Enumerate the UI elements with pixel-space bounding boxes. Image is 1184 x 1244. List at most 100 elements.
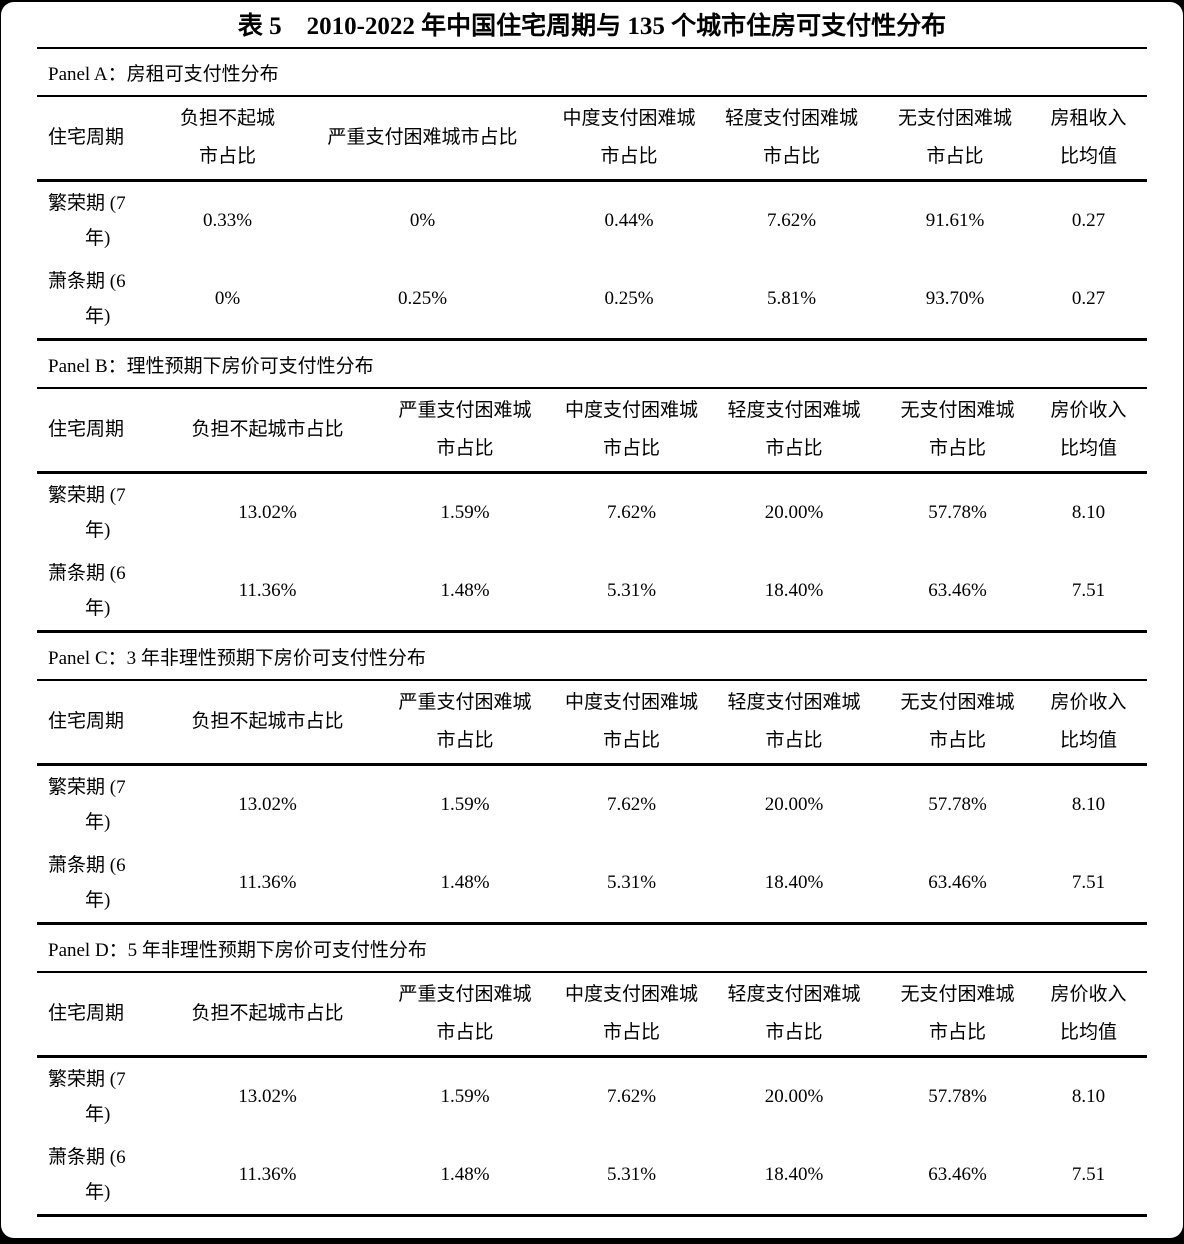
column-header-unaffordable: 负担不起城市占比 bbox=[165, 972, 370, 1058]
table-row: 萧条期 (6 年) 11.36% 1.48% 5.31% 18.40% 63.46… bbox=[37, 552, 1147, 630]
column-header-none: 无支付困难城 市占比 bbox=[885, 680, 1030, 766]
column-header-cycle: 住宅周期 bbox=[37, 96, 165, 182]
cell-value: 7.62% bbox=[606, 1086, 657, 1107]
cell-value: 8.10 bbox=[1071, 1086, 1106, 1107]
cell-value: 1.59% bbox=[440, 502, 490, 523]
cell-value: 7.51 bbox=[1030, 1136, 1148, 1217]
row-label: 繁荣期 (7 年) bbox=[48, 1069, 126, 1125]
panel-c-header-row: 住宅周期 负担不起城市占比 严重支付困难城 市占比 中度支付困难城 市占比 轻度支付… bbox=[37, 680, 1148, 766]
cell-value: 20.00% bbox=[764, 502, 824, 523]
cell-value: 20.00% bbox=[764, 794, 824, 815]
cell-value: 57.78% bbox=[928, 794, 987, 815]
row-label: 繁荣期 (7 年) bbox=[48, 485, 126, 541]
cell-value: 0.33% bbox=[202, 210, 253, 231]
cell-value: 7.51 bbox=[1071, 872, 1106, 893]
column-header-cycle: 住宅周期 bbox=[37, 680, 165, 766]
table-row: 繁荣期 (7 年) 13.02% 1.59% 7.62% 20.00% 57.78… bbox=[37, 765, 1147, 845]
row-label: 繁荣期 (7 年) bbox=[48, 777, 126, 833]
table-row: 萧条期 (6 年) 11.36% 1.48% 5.31% 18.40% 63.46… bbox=[37, 844, 1147, 922]
panel-a-label-row: Panel A：房租可支付性分布 bbox=[37, 47, 1148, 97]
cell-value: 0% bbox=[409, 210, 436, 231]
cell-value: 1.59% bbox=[440, 1086, 490, 1107]
cell-value: 0.27 bbox=[1071, 288, 1106, 309]
column-header-unaffordable: 负担不起城市占比 bbox=[165, 388, 370, 474]
cell-value: 5.31% bbox=[560, 1136, 703, 1217]
cell-value: 0.44% bbox=[604, 210, 654, 231]
cell-value: 18.40% bbox=[703, 1136, 885, 1217]
column-header-severe: 严重支付困难城市占比 bbox=[370, 388, 560, 474]
column-header-mild: 轻度支付困难城 市占比 bbox=[703, 96, 880, 182]
cell-value: 5.81% bbox=[766, 288, 817, 309]
column-header-ratio: 房价收入 比均值 bbox=[1030, 680, 1148, 766]
cell-value: 0.25% bbox=[604, 288, 654, 309]
row-label: 萧条期 (6 年) bbox=[48, 855, 126, 911]
cell-value: 1.48% bbox=[440, 580, 490, 601]
cell-value: 57.78% bbox=[928, 502, 987, 523]
column-header-cycle: 住宅周期 bbox=[37, 972, 165, 1058]
panel-c-table: Panel C：3 年非理性预期下房价可支付性分布 住宅周期 负担不起城市占比 … bbox=[37, 630, 1148, 922]
column-header-cycle: 住宅周期 bbox=[37, 388, 165, 474]
panel-b-header-row: 住宅周期 负担不起城市占比 严重支付困难城 市占比 中度支付困难城 市占比 轻度支付… bbox=[37, 388, 1148, 474]
cell-value: 7.51 bbox=[1071, 580, 1106, 601]
cell-value: 0% bbox=[214, 288, 241, 309]
cell-value: 1.48% bbox=[440, 872, 490, 893]
cell-value: 20.00% bbox=[764, 1086, 824, 1107]
cell-value: 1.48% bbox=[370, 1136, 560, 1217]
panel-d-label-row: Panel D：5 年非理性预期下房价可支付性分布 bbox=[37, 922, 1148, 973]
table-content: 表 5 2010-2022 年中国住宅周期与 135 个城市住房可支付性分布 P… bbox=[1, 2, 1183, 1217]
row-label: 萧条期 (6 年) bbox=[48, 271, 126, 327]
panel-c-label-row: Panel C：3 年非理性预期下房价可支付性分布 bbox=[37, 630, 1148, 681]
row-label: 萧条期 (6 年) bbox=[37, 1136, 165, 1217]
cell-value: 91.61% bbox=[925, 210, 985, 231]
column-header-none: 无支付困难城 市占比 bbox=[885, 972, 1030, 1058]
column-header-none: 无支付困难城 市占比 bbox=[880, 96, 1030, 182]
panel-d-header-row: 住宅周期 负担不起城市占比 严重支付困难城 市占比 中度支付困难城 市占比 轻度支付… bbox=[37, 972, 1148, 1058]
cell-value: 5.31% bbox=[606, 580, 657, 601]
panel-a-table: Panel A：房租可支付性分布 住宅周期 负担不起城 市占比 严重支付困难城市占… bbox=[37, 47, 1148, 338]
cell-value: 1.59% bbox=[440, 794, 490, 815]
cell-value: 5.31% bbox=[606, 872, 657, 893]
column-header-unaffordable: 负担不起城市占比 bbox=[165, 680, 370, 766]
column-header-ratio: 房价收入 比均值 bbox=[1030, 972, 1148, 1058]
cell-value: 13.02% bbox=[238, 502, 297, 523]
cell-value: 63.46% bbox=[928, 872, 987, 893]
table-row: 繁荣期 (7 年) 13.02% 1.59% 7.62% 20.00% 57.78… bbox=[37, 1057, 1147, 1137]
cell-value: 63.46% bbox=[885, 1136, 1030, 1217]
panel-label: Panel C：3 年非理性预期下房价可支付性分布 bbox=[37, 630, 1148, 681]
cell-value: 63.46% bbox=[928, 580, 987, 601]
cell-value: 0.25% bbox=[397, 288, 448, 309]
panel-label: Panel D：5 年非理性预期下房价可支付性分布 bbox=[37, 922, 1148, 973]
cell-value: 18.40% bbox=[764, 580, 824, 601]
panel-label: Panel B：理性预期下房价可支付性分布 bbox=[37, 338, 1148, 389]
column-header-severe: 严重支付困难城市占比 bbox=[290, 96, 555, 182]
cell-value: 11.36% bbox=[165, 1136, 370, 1217]
cell-value: 0.27 bbox=[1071, 210, 1106, 231]
column-header-ratio: 房租收入 比均值 bbox=[1030, 96, 1148, 182]
column-header-mild: 轻度支付困难城 市占比 bbox=[703, 388, 885, 474]
column-header-none: 无支付困难城 市占比 bbox=[885, 388, 1030, 474]
panel-label: Panel A：房租可支付性分布 bbox=[37, 47, 1148, 97]
cell-value: 8.10 bbox=[1071, 502, 1106, 523]
panel-b-label-row: Panel B：理性预期下房价可支付性分布 bbox=[37, 338, 1148, 389]
table-title: 表 5 2010-2022 年中国住宅周期与 135 个城市住房可支付性分布 bbox=[237, 13, 947, 40]
cell-value: 7.62% bbox=[606, 794, 657, 815]
cell-value: 13.02% bbox=[238, 1086, 297, 1107]
row-label: 繁荣期 (7 年) bbox=[48, 193, 126, 249]
column-header-moderate: 中度支付困难城 市占比 bbox=[560, 680, 703, 766]
cell-value: 18.40% bbox=[764, 872, 824, 893]
column-header-severe: 严重支付困难城市占比 bbox=[370, 972, 560, 1058]
column-header-moderate: 中度支付困难城 市占比 bbox=[560, 388, 703, 474]
column-header-ratio: 房价收入 比均值 bbox=[1030, 388, 1148, 474]
cell-value: 7.62% bbox=[766, 210, 817, 231]
cell-value: 93.70% bbox=[925, 288, 985, 309]
column-header-moderate: 中度支付困难城 市占比 bbox=[555, 96, 703, 182]
panel-a-header-row: 住宅周期 负担不起城 市占比 严重支付困难城市占比 中度支付困难城 市占比 轻度支付… bbox=[37, 96, 1148, 182]
cell-value: 57.78% bbox=[928, 1086, 987, 1107]
table-row: 萧条期 (6 年) 11.36% 1.48% 5.31% 18.40% 63.46… bbox=[37, 1136, 1148, 1217]
cell-value: 7.62% bbox=[606, 502, 657, 523]
cell-value: 13.02% bbox=[238, 794, 297, 815]
cell-value: 11.36% bbox=[238, 872, 297, 893]
cell-value: 11.36% bbox=[238, 580, 297, 601]
column-header-unaffordable: 负担不起城市占比 bbox=[165, 96, 290, 182]
